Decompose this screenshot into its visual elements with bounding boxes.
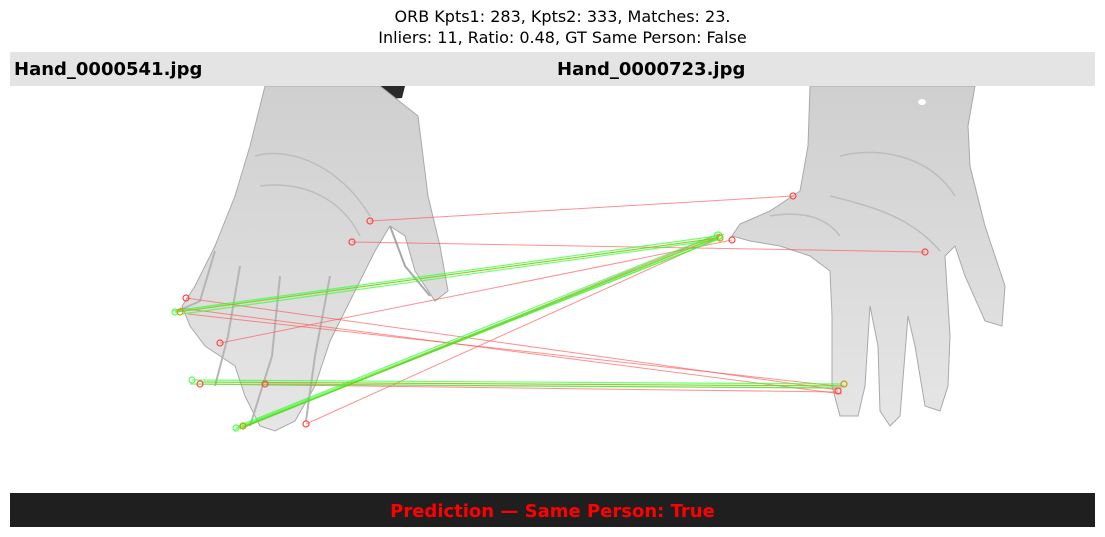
- filename-header: Hand_0000541.jpg Hand_0000723.jpg: [10, 52, 1095, 86]
- figure-title: ORB Kpts1: 283, Kpts2: 333, Matches: 23.…: [0, 6, 1105, 48]
- left-image-filename: Hand_0000541.jpg: [14, 59, 203, 80]
- title-line-1: ORB Kpts1: 283, Kpts2: 333, Matches: 23.: [394, 7, 731, 26]
- prediction-label: Prediction — Same Person: True: [390, 501, 715, 522]
- title-line-2: Inliers: 11, Ratio: 0.48, GT Same Person…: [378, 28, 747, 47]
- hands-scene: [171, 86, 1006, 432]
- right-hand-image: [731, 86, 1006, 427]
- outlier-matches: [179, 195, 926, 429]
- keypoints: [171, 192, 929, 432]
- overlap-matches: [177, 236, 845, 428]
- left-hand-image: [177, 86, 449, 432]
- prediction-bar: Prediction — Same Person: True: [10, 493, 1095, 527]
- match-visualization: Hand_0000541.jpg Hand_0000723.jpg: [10, 52, 1095, 527]
- right-image-filename: Hand_0000723.jpg: [557, 59, 746, 80]
